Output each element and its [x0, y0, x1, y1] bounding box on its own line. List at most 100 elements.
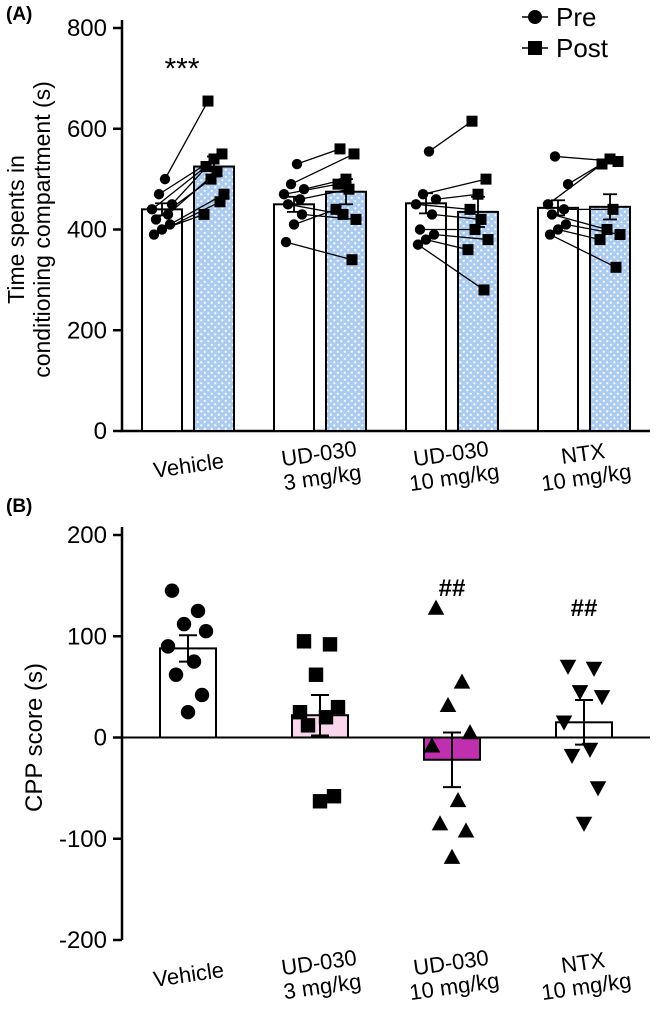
pair-line	[431, 213, 482, 221]
data-point	[427, 599, 445, 615]
data-point	[308, 667, 324, 682]
data-point	[280, 236, 292, 248]
pair-line	[283, 183, 339, 195]
data-point	[443, 848, 461, 864]
data-point	[166, 199, 178, 210]
y-tick-label: 200	[67, 522, 107, 549]
pair-line	[425, 238, 469, 251]
data-point	[612, 155, 624, 167]
panel-a-group-2	[405, 115, 499, 432]
data-point	[180, 704, 196, 720]
bar-pre	[141, 208, 183, 432]
panel-b-y-axis-label: CPP score (s)	[21, 663, 48, 812]
data-point	[614, 229, 626, 241]
pair-line	[435, 193, 479, 200]
data-point	[198, 208, 210, 220]
pair-line	[299, 188, 350, 200]
data-point	[439, 696, 457, 712]
data-point	[607, 203, 619, 215]
data-point	[190, 603, 206, 619]
data-point	[426, 209, 438, 220]
data-point	[202, 95, 214, 107]
data-point	[552, 224, 564, 235]
svg-text:NTX: NTX	[559, 438, 606, 469]
data-point	[475, 213, 487, 225]
bar-post	[193, 165, 235, 432]
y-tick-label: 0	[94, 725, 107, 752]
bar-pre	[273, 203, 315, 432]
data-point	[464, 203, 476, 215]
data-point	[581, 742, 599, 758]
y-tick-label: 100	[67, 623, 107, 650]
data-point	[575, 816, 593, 832]
pair-line	[547, 163, 603, 205]
data-point	[585, 661, 603, 677]
pair-line	[151, 166, 207, 210]
data-point	[343, 183, 355, 195]
data-point	[604, 153, 616, 165]
data-point	[412, 239, 424, 250]
data-point	[546, 209, 558, 220]
data-point	[150, 214, 162, 225]
data-point	[410, 199, 422, 210]
data-point	[300, 718, 316, 733]
data-point	[469, 224, 481, 235]
data-point	[156, 224, 168, 235]
data-point	[298, 184, 310, 195]
data-point	[164, 219, 176, 230]
pair-line	[549, 233, 617, 268]
data-point	[528, 10, 542, 24]
data-point	[428, 229, 440, 240]
y-tick-label: 600	[67, 116, 107, 143]
data-point	[146, 204, 158, 215]
data-point	[431, 815, 449, 831]
svg-text:NTX: NTX	[559, 947, 606, 978]
data-point	[589, 781, 607, 797]
svg-text:10 mg/kg: 10 mg/kg	[540, 968, 633, 1005]
svg-text:10 mg/kg: 10 mg/kg	[540, 459, 633, 496]
data-point	[601, 224, 613, 235]
data-point	[482, 234, 494, 246]
panel-b-chart: -200 -100 0 100 200 CPP score (s) Vehicle UD-03…	[21, 522, 650, 1005]
data-point	[332, 178, 344, 190]
data-point	[168, 667, 184, 682]
legend-label: Post	[556, 33, 609, 63]
data-point	[214, 196, 226, 208]
data-point	[205, 173, 217, 185]
data-point	[282, 199, 294, 210]
data-point	[562, 178, 574, 190]
data-point	[291, 158, 303, 170]
bar-post	[325, 190, 367, 432]
pair-line	[557, 228, 601, 241]
pair-line	[296, 148, 341, 165]
panel-b-group-3	[555, 659, 613, 832]
panel-b-axes: -200 -100 0 100 200	[59, 522, 124, 954]
panel-a-y-axis-label: Time spents in conditioning compartment (…	[3, 81, 55, 378]
y-tick-label: 200	[67, 317, 107, 344]
data-point	[186, 654, 202, 669]
data-point	[461, 724, 479, 740]
data-point	[337, 208, 349, 220]
pair-line	[285, 241, 353, 261]
panel-b-label: (B)	[6, 496, 33, 517]
data-point	[462, 244, 474, 256]
y-tick-label: -200	[59, 927, 107, 954]
data-point	[466, 115, 478, 127]
data-point	[571, 685, 589, 701]
data-point	[596, 158, 608, 170]
data-point	[330, 699, 346, 715]
data-point	[549, 151, 561, 162]
data-point	[160, 639, 176, 654]
data-point	[480, 173, 492, 185]
data-point	[542, 199, 554, 210]
data-point	[449, 791, 467, 808]
panel-b-group-2	[423, 599, 481, 864]
data-point	[159, 173, 171, 185]
data-point	[528, 41, 542, 55]
svg-text:Vehicle: Vehicle	[152, 448, 226, 483]
y-tick-label: 0	[94, 418, 107, 445]
pair-line	[428, 120, 473, 152]
